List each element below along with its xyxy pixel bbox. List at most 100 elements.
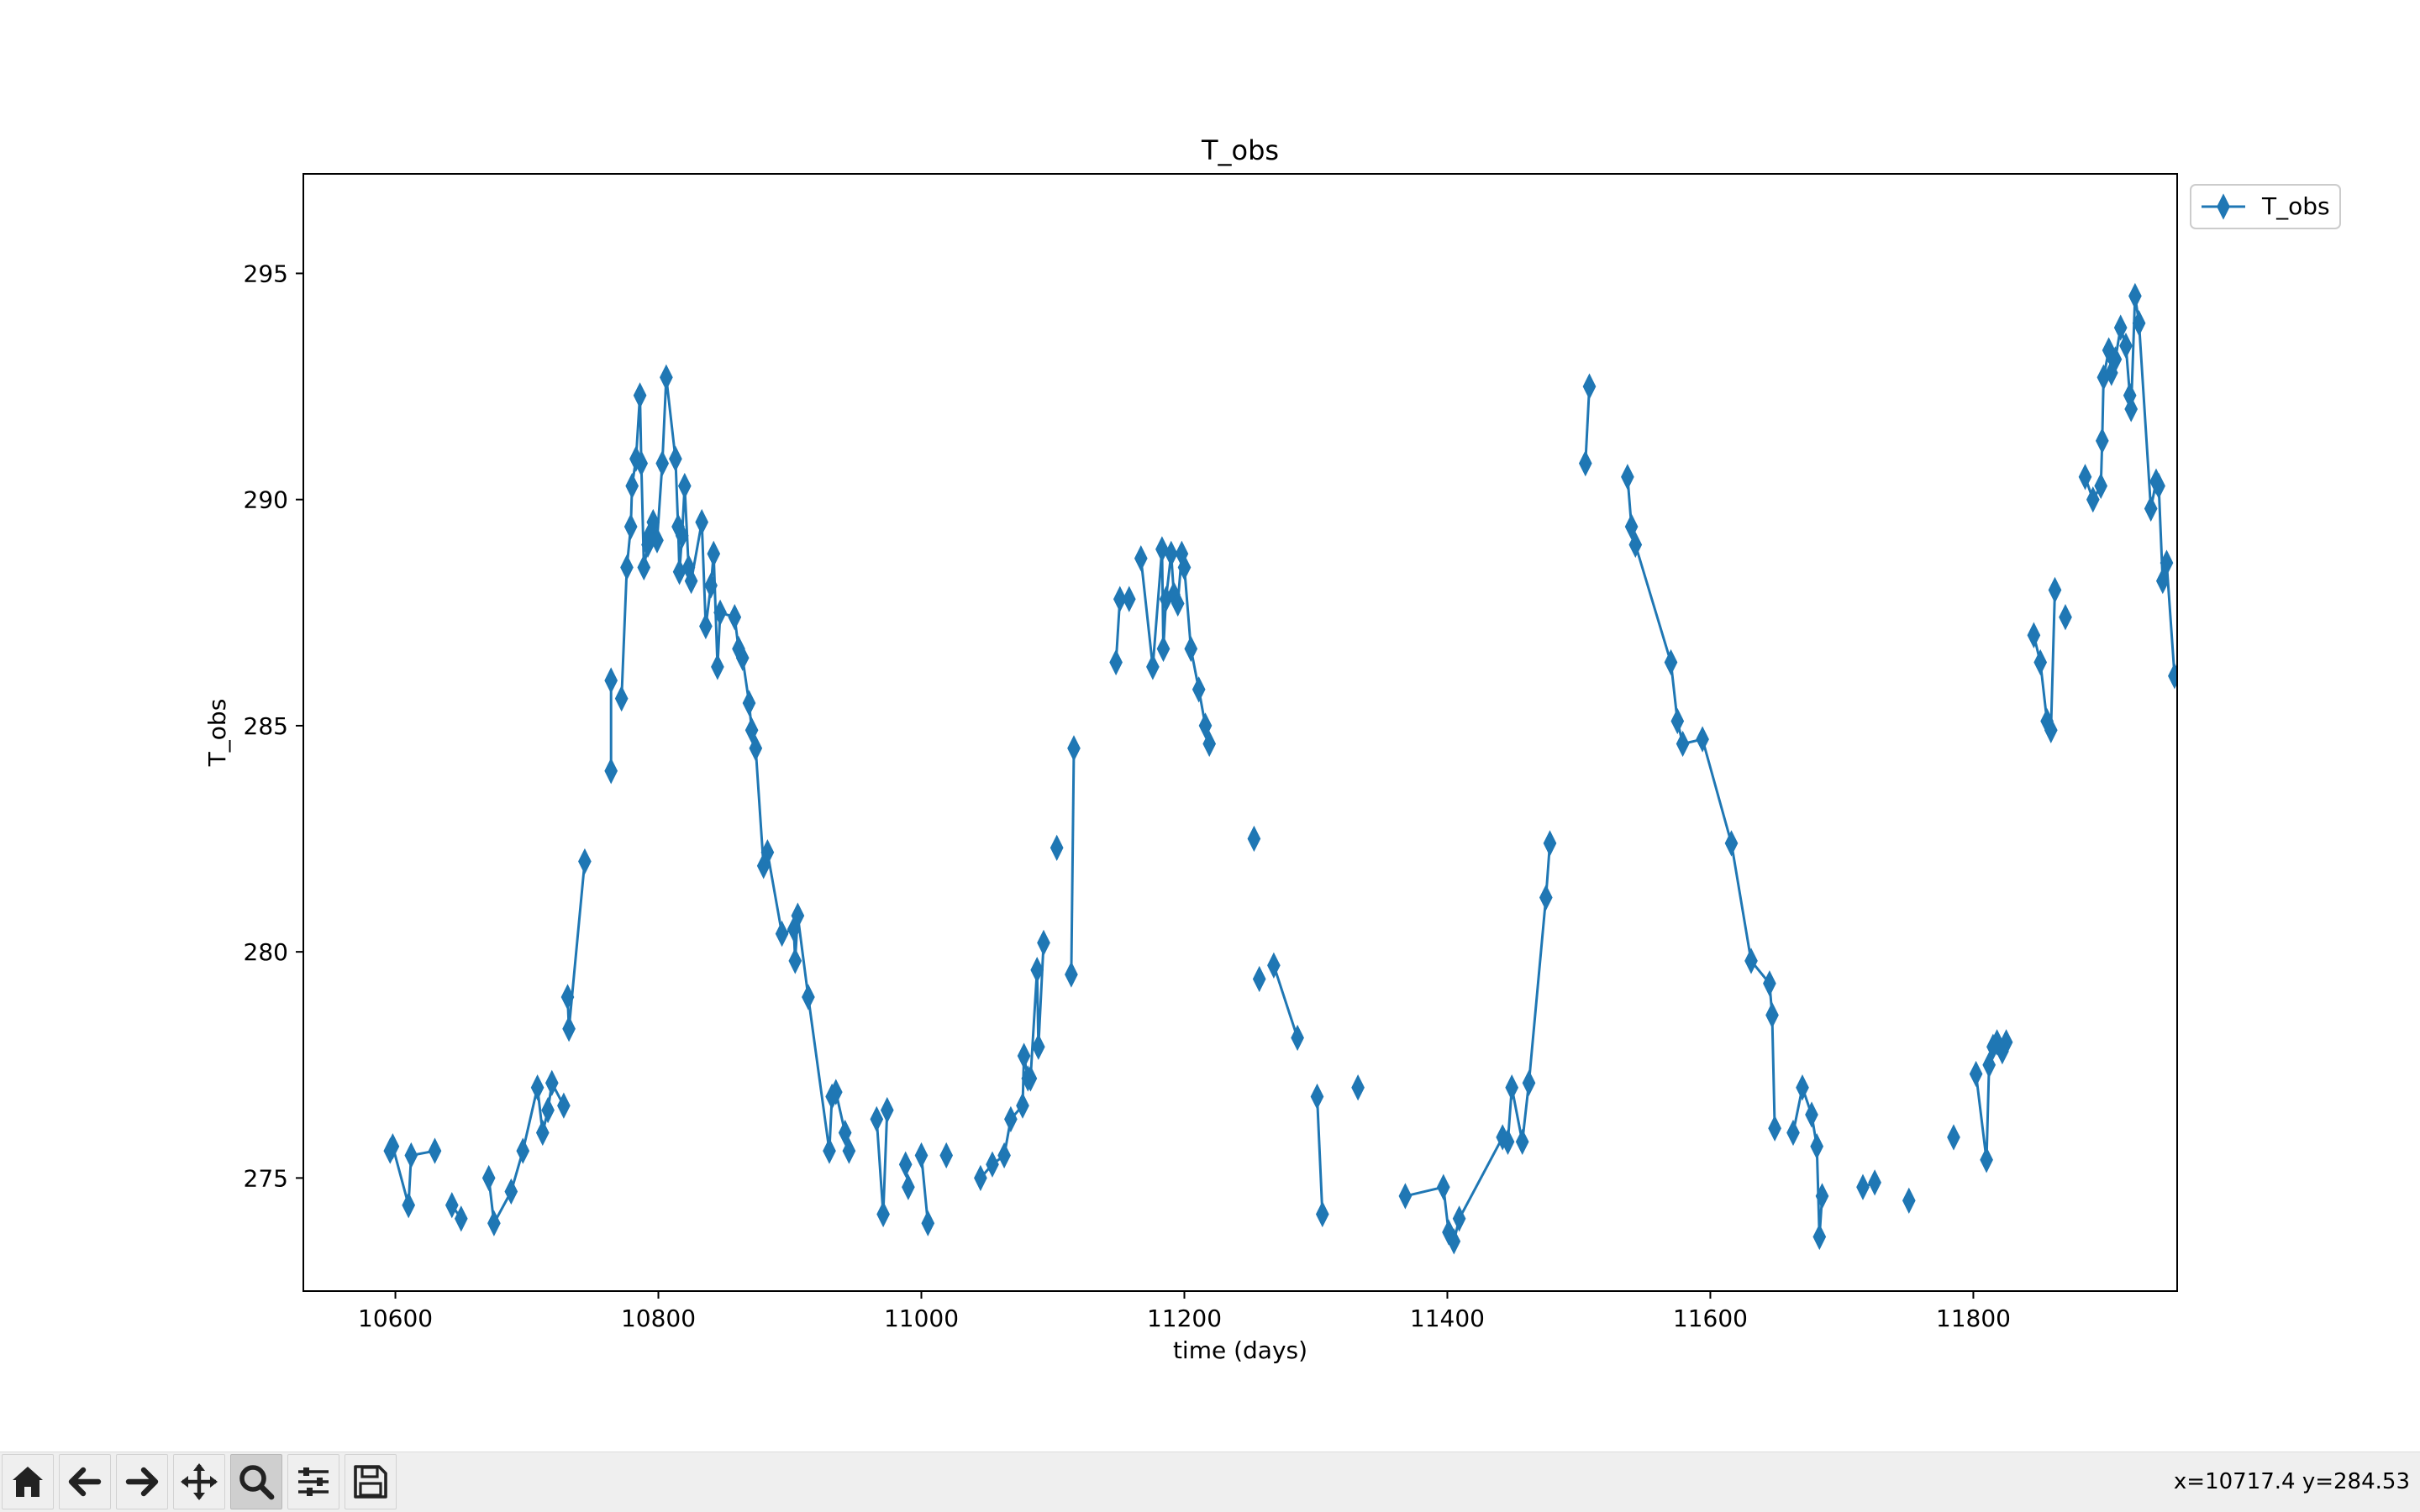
data-point-marker (1398, 1183, 1413, 1210)
data-point-marker (2059, 604, 2072, 631)
data-point-marker (660, 364, 673, 391)
data-point-marker (650, 527, 664, 554)
data-point-marker (604, 758, 618, 785)
x-tick-label: 10800 (621, 1305, 696, 1332)
data-point-marker (921, 1210, 935, 1236)
data-point-marker (1065, 961, 1078, 988)
data-point-marker (1763, 970, 1776, 997)
zoom-button[interactable] (230, 1454, 282, 1509)
pan-button[interactable] (173, 1454, 225, 1509)
data-point-marker (2086, 486, 2100, 513)
data-point-marker (1999, 1029, 2013, 1056)
data-point-marker (1522, 1069, 1536, 1096)
x-tick-label: 11000 (884, 1305, 959, 1332)
data-point-marker (1436, 1173, 1450, 1200)
forward-button[interactable] (116, 1454, 168, 1509)
data-point-marker (1031, 1033, 1045, 1060)
data-point-marker (2044, 717, 2058, 743)
data-point-marker (1017, 1042, 1031, 1069)
y-tick-label: 275 (244, 1164, 288, 1192)
data-point-marker (788, 948, 802, 974)
data-point-marker (1177, 554, 1192, 581)
data-point-marker (1198, 712, 1213, 739)
axes-frame (302, 173, 2178, 1292)
data-point-marker (487, 1210, 501, 1236)
data-point-marker (1765, 1001, 1779, 1029)
data-point-marker (914, 1142, 929, 1169)
data-point-marker (1505, 1074, 1519, 1101)
navigation-toolbar: x=10717.4 y=284.53 (0, 1452, 2420, 1512)
data-point-marker (1539, 884, 1553, 911)
data-point-marker (402, 1192, 416, 1219)
data-point-marker (481, 1164, 496, 1192)
data-point-marker (2095, 428, 2109, 454)
data-point-marker (386, 1133, 400, 1160)
data-point-marker (1982, 1052, 1996, 1079)
data-point-marker (880, 1096, 894, 1124)
data-point-marker (1134, 545, 1148, 572)
series-line-segment (1272, 964, 1299, 1038)
data-point-marker (1310, 1083, 1324, 1110)
arrow-right-icon (125, 1467, 159, 1497)
series-line-segment (1070, 748, 1076, 975)
data-point-marker (646, 508, 660, 536)
data-point-marker (1267, 952, 1281, 979)
data-point-marker (578, 848, 592, 875)
data-point-marker (1155, 536, 1169, 563)
data-point-marker (699, 612, 713, 640)
data-point-marker (637, 554, 651, 581)
x-tick-label: 11800 (1936, 1305, 2011, 1332)
home-button[interactable] (2, 1454, 54, 1509)
data-point-marker (1902, 1187, 1916, 1214)
data-point-marker (560, 984, 575, 1011)
data-point-marker (2033, 648, 2048, 676)
data-point-marker (742, 690, 756, 717)
data-point-marker (541, 1096, 555, 1124)
arrow-left-icon (68, 1467, 102, 1497)
data-point-marker (1628, 531, 1643, 559)
data-point-marker (1452, 1205, 1466, 1232)
data-point-marker (842, 1137, 856, 1164)
data-point-marker (744, 717, 759, 743)
data-point-marker (728, 604, 742, 631)
data-point-marker (557, 1092, 571, 1119)
data-point-marker (1030, 957, 1044, 984)
data-point-marker (2155, 567, 2170, 595)
data-point-marker (1582, 373, 1597, 400)
y-tick-label: 285 (244, 712, 288, 740)
data-point-marker (504, 1178, 518, 1205)
data-point-marker (428, 1137, 442, 1164)
data-point-marker (707, 540, 721, 567)
data-point-marker (711, 654, 724, 680)
chart-title: T_obs (1201, 134, 1279, 166)
data-point-marker (1768, 1115, 1781, 1142)
cursor-coordinates-readout: x=10717.4 y=284.53 (2173, 1469, 2410, 1494)
data-point-marker (562, 1016, 576, 1042)
configure-subplots-button[interactable] (287, 1454, 339, 1509)
data-point-marker (404, 1142, 418, 1169)
data-point-marker (1023, 1065, 1038, 1092)
data-point-marker (1447, 1228, 1461, 1255)
save-button[interactable] (345, 1454, 397, 1509)
data-point-marker (1146, 654, 1160, 680)
data-point-marker (1812, 1223, 1827, 1251)
sliders-icon (298, 1467, 329, 1496)
data-point-marker (1247, 825, 1261, 853)
back-button[interactable] (59, 1454, 111, 1509)
data-point-marker (749, 735, 763, 762)
data-point-marker (675, 522, 689, 549)
data-point-marker (2048, 576, 2062, 604)
floppy-disk-icon (354, 1465, 387, 1499)
data-point-marker (1067, 735, 1081, 762)
data-point-marker (2152, 472, 2165, 500)
data-point-marker (625, 472, 639, 500)
data-point-marker (1184, 635, 1198, 663)
data-point-marker (2119, 332, 2133, 360)
data-point-marker (1664, 648, 1678, 676)
data-point-marker (1744, 948, 1758, 974)
data-point-marker (829, 1079, 843, 1105)
data-point-marker (1171, 590, 1185, 617)
data-point-marker (2113, 314, 2128, 341)
y-tick-label: 280 (244, 938, 288, 966)
data-point-marker (544, 1069, 559, 1096)
